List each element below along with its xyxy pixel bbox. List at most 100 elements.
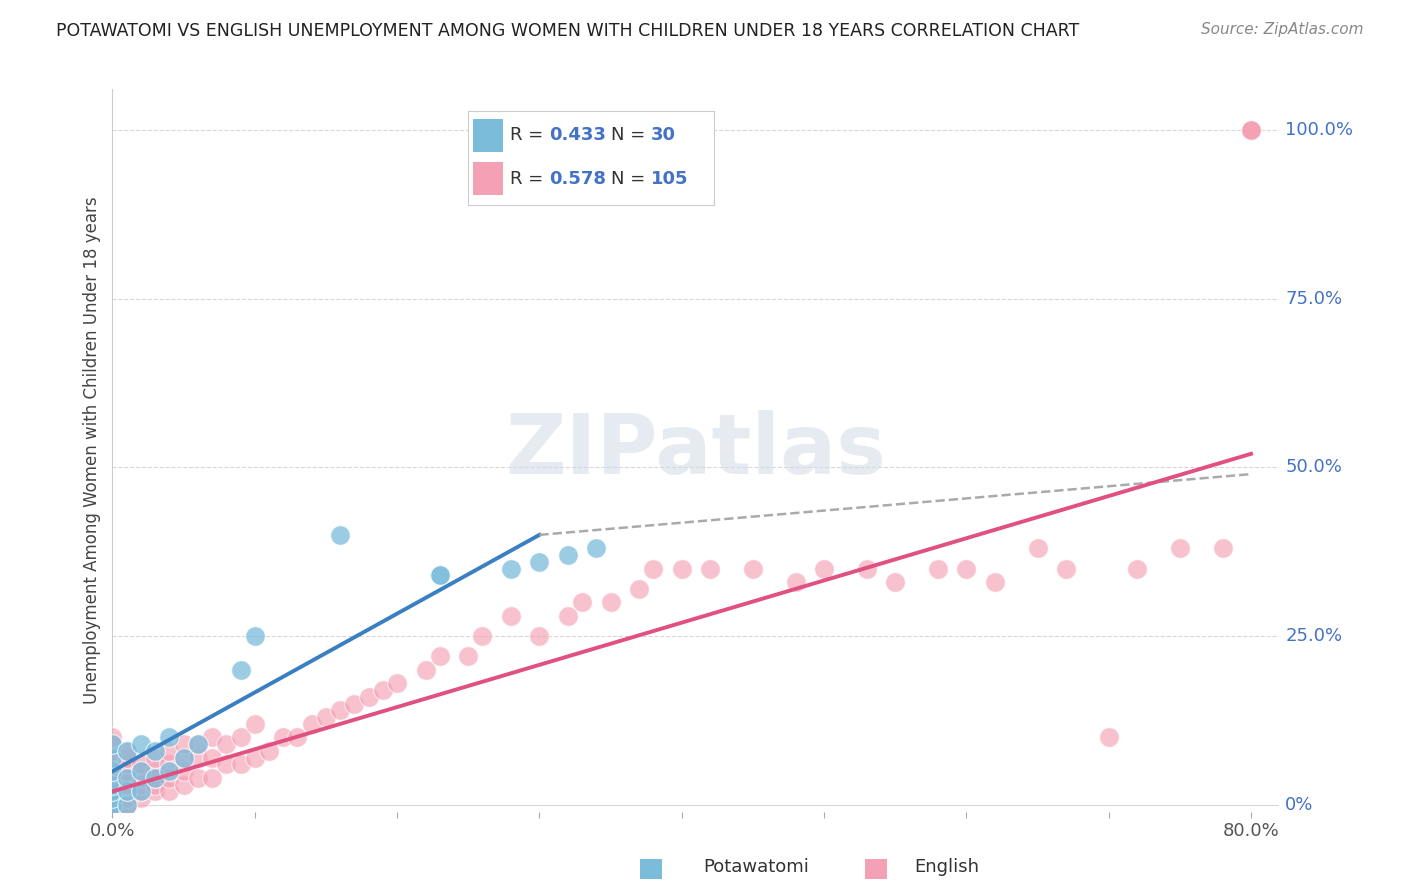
Point xyxy=(115,771,138,785)
Point xyxy=(1240,122,1263,136)
Point xyxy=(429,568,451,582)
Point xyxy=(157,757,180,772)
Point xyxy=(1240,122,1263,136)
Point xyxy=(1240,122,1263,136)
Point xyxy=(499,561,522,575)
Point xyxy=(1240,122,1263,136)
Point xyxy=(371,683,394,698)
Y-axis label: Unemployment Among Women with Children Under 18 years: Unemployment Among Women with Children U… xyxy=(83,196,101,705)
Text: 0%: 0% xyxy=(1285,796,1313,814)
Point xyxy=(201,750,224,764)
Point xyxy=(301,717,323,731)
Point xyxy=(143,778,166,792)
Point xyxy=(115,764,138,779)
Point xyxy=(173,778,195,792)
Point xyxy=(1240,122,1263,136)
Point xyxy=(187,737,209,751)
Point xyxy=(1240,122,1263,136)
Point xyxy=(984,575,1007,590)
Point xyxy=(643,561,665,575)
Point xyxy=(315,710,337,724)
Point xyxy=(529,555,551,569)
Point xyxy=(457,649,479,664)
Point xyxy=(1240,122,1263,136)
Point xyxy=(115,744,138,758)
Point xyxy=(813,561,835,575)
Point xyxy=(1240,122,1263,136)
Point xyxy=(271,731,294,745)
Point xyxy=(329,528,352,542)
Point xyxy=(101,737,124,751)
Point xyxy=(101,757,124,772)
Point xyxy=(101,731,124,745)
Point xyxy=(101,771,124,785)
Point xyxy=(1240,122,1263,136)
Point xyxy=(357,690,380,704)
Point xyxy=(101,778,124,792)
Text: 25.0%: 25.0% xyxy=(1285,627,1343,645)
Text: 100.0%: 100.0% xyxy=(1285,120,1354,139)
Point xyxy=(927,561,949,575)
Point xyxy=(229,663,252,677)
Point xyxy=(529,629,551,643)
Text: 30: 30 xyxy=(651,127,675,145)
Point xyxy=(115,750,138,764)
Text: 75.0%: 75.0% xyxy=(1285,290,1343,308)
Text: 105: 105 xyxy=(651,169,688,187)
Point xyxy=(129,764,152,779)
Point xyxy=(129,771,152,785)
Point xyxy=(243,717,266,731)
Point xyxy=(129,764,152,779)
Bar xyxy=(474,161,503,195)
Point xyxy=(585,541,607,556)
Point xyxy=(157,784,180,798)
Point xyxy=(157,764,180,779)
Point xyxy=(173,764,195,779)
Point xyxy=(143,771,166,785)
Point xyxy=(101,791,124,805)
Point xyxy=(101,797,124,812)
Text: R =: R = xyxy=(510,169,550,187)
Text: N =: N = xyxy=(612,127,651,145)
Point xyxy=(187,750,209,764)
Text: Potawatomi: Potawatomi xyxy=(703,858,808,876)
Text: N =: N = xyxy=(612,169,651,187)
Point xyxy=(143,784,166,798)
Point xyxy=(101,778,124,792)
Point xyxy=(101,797,124,812)
Point xyxy=(429,649,451,664)
Point xyxy=(129,737,152,751)
Point xyxy=(157,731,180,745)
Point xyxy=(215,757,238,772)
Point xyxy=(571,595,593,609)
Point xyxy=(101,764,124,779)
Text: ZIPatlas: ZIPatlas xyxy=(506,410,886,491)
Point xyxy=(229,731,252,745)
Point xyxy=(115,791,138,805)
Point xyxy=(115,784,138,798)
Point xyxy=(1168,541,1191,556)
Point xyxy=(101,744,124,758)
Point xyxy=(101,750,124,764)
Point xyxy=(785,575,807,590)
Point xyxy=(101,737,124,751)
Point xyxy=(115,744,138,758)
Point xyxy=(173,750,195,764)
Point xyxy=(1240,122,1263,136)
Point xyxy=(955,561,977,575)
Point xyxy=(243,629,266,643)
Point xyxy=(1126,561,1149,575)
Point xyxy=(741,561,763,575)
Point xyxy=(471,629,494,643)
Point xyxy=(1240,122,1263,136)
Point xyxy=(343,697,366,711)
Point xyxy=(101,797,124,812)
Point xyxy=(115,784,138,798)
Point xyxy=(143,750,166,764)
Point xyxy=(101,784,124,798)
Point xyxy=(415,663,437,677)
Point xyxy=(1098,731,1121,745)
Point xyxy=(101,797,124,812)
Point xyxy=(855,561,877,575)
Point xyxy=(499,608,522,623)
